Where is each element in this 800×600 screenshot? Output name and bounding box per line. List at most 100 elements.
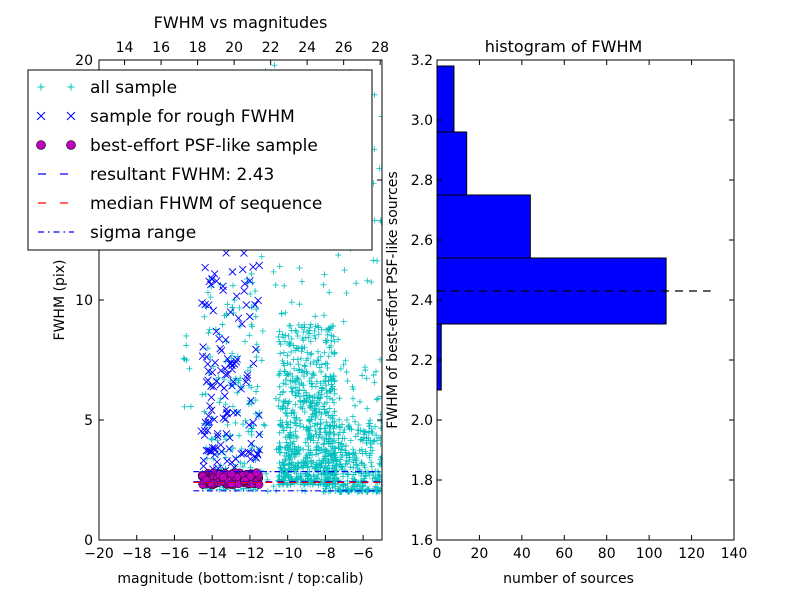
all-sample-point — [372, 368, 379, 375]
x-tick-label: −20 — [84, 546, 114, 562]
rough-fwhm-point — [202, 446, 211, 455]
all-sample-point — [311, 393, 318, 400]
legend-label: best-effort PSF-like sample — [90, 136, 318, 156]
all-sample-point — [232, 419, 239, 426]
all-sample-point — [316, 426, 323, 433]
all-sample-point — [308, 416, 315, 423]
rough-fwhm-point — [255, 411, 263, 419]
x-tick-label: −16 — [160, 546, 190, 562]
all-sample-point — [368, 440, 375, 447]
all-sample-point — [276, 449, 283, 456]
all-sample-point — [291, 454, 298, 460]
all-sample-point — [357, 487, 364, 494]
all-sample-point — [337, 486, 344, 493]
rough-fwhm-point — [208, 275, 217, 283]
legend-box — [27, 69, 373, 251]
all-sample-point — [325, 412, 332, 419]
all-sample-point — [347, 464, 354, 471]
all-sample-point — [344, 377, 351, 384]
all-sample-point — [216, 486, 223, 493]
all-sample-point — [181, 403, 188, 410]
all-sample-point — [335, 252, 342, 259]
all-sample-point — [296, 450, 303, 457]
all-sample-point — [291, 419, 298, 426]
all-sample-point — [271, 62, 278, 69]
all-sample-point — [342, 467, 349, 474]
legend-entry: sample for rough FWHM — [36, 107, 295, 127]
all-sample-point — [323, 483, 330, 490]
all-sample-point — [346, 454, 353, 461]
all-sample-point — [355, 421, 362, 428]
all-sample-point — [315, 324, 322, 331]
all-sample-point — [359, 437, 366, 444]
histogram-bar — [436, 131, 468, 196]
all-sample-point — [245, 428, 252, 435]
all-sample-point — [337, 456, 344, 463]
all-sample-point — [324, 365, 331, 372]
all-sample-point — [363, 375, 370, 382]
all-sample-point — [329, 396, 336, 403]
all-sample-point — [373, 432, 380, 439]
all-sample-point — [304, 349, 311, 356]
all-sample-point — [367, 444, 374, 451]
all-sample-point — [331, 377, 338, 384]
all-sample-point — [309, 400, 316, 407]
all-sample-point — [236, 304, 243, 311]
all-sample-point — [335, 336, 342, 343]
all-sample-point — [307, 475, 314, 482]
all-sample-point — [253, 353, 260, 360]
y-tick-label: 2.6 — [411, 233, 433, 249]
all-sample-point — [252, 397, 259, 404]
all-sample-point — [298, 476, 305, 483]
all-sample-point — [312, 335, 319, 342]
top-x-tick-label: 28 — [371, 40, 389, 56]
all-sample-point — [313, 400, 320, 407]
all-sample-point — [284, 352, 291, 359]
all-sample-point — [307, 338, 314, 345]
all-sample-point — [258, 253, 265, 260]
all-sample-point — [333, 423, 340, 430]
all-sample-point — [307, 447, 314, 454]
all-sample-point — [208, 436, 215, 443]
all-sample-point — [201, 313, 208, 320]
all-sample-point — [277, 350, 284, 357]
all-sample-point — [353, 280, 360, 287]
legend-x-marker — [66, 111, 76, 121]
all-sample-point — [237, 486, 244, 493]
all-sample-point — [296, 417, 303, 424]
all-sample-point — [300, 424, 307, 431]
all-sample-point — [281, 398, 288, 405]
rough-fwhm-point — [213, 429, 222, 438]
top-x-tick-label: 22 — [262, 40, 280, 56]
all-sample-point — [289, 373, 296, 380]
all-sample-point — [301, 344, 308, 351]
all-sample-point — [340, 429, 347, 436]
all-sample-point — [241, 338, 248, 345]
all-sample-point — [293, 414, 300, 421]
all-sample-point — [320, 441, 327, 448]
all-sample-point — [341, 435, 348, 442]
all-sample-point — [374, 257, 381, 264]
all-sample-point — [222, 401, 229, 408]
all-sample-point — [349, 451, 356, 458]
all-sample-point — [378, 454, 382, 461]
all-sample-point — [277, 391, 284, 398]
all-sample-point — [293, 475, 300, 482]
all-sample-point — [315, 389, 322, 396]
all-sample-point — [228, 355, 235, 362]
all-sample-point — [305, 443, 312, 450]
rough-fwhm-point — [219, 414, 228, 422]
x-tick-label: 40 — [513, 546, 531, 562]
all-sample-point — [377, 434, 382, 441]
all-sample-point — [371, 217, 378, 224]
all-sample-point — [347, 437, 354, 444]
all-sample-point — [358, 460, 365, 467]
all-sample-point — [284, 405, 291, 412]
rough-fwhm-point — [251, 301, 259, 309]
all-sample-point — [277, 405, 284, 412]
rough-fwhm-point — [240, 279, 249, 288]
all-sample-point — [299, 403, 306, 410]
all-sample-point — [310, 372, 317, 379]
all-sample-point — [286, 398, 293, 405]
all-sample-point — [298, 278, 305, 285]
